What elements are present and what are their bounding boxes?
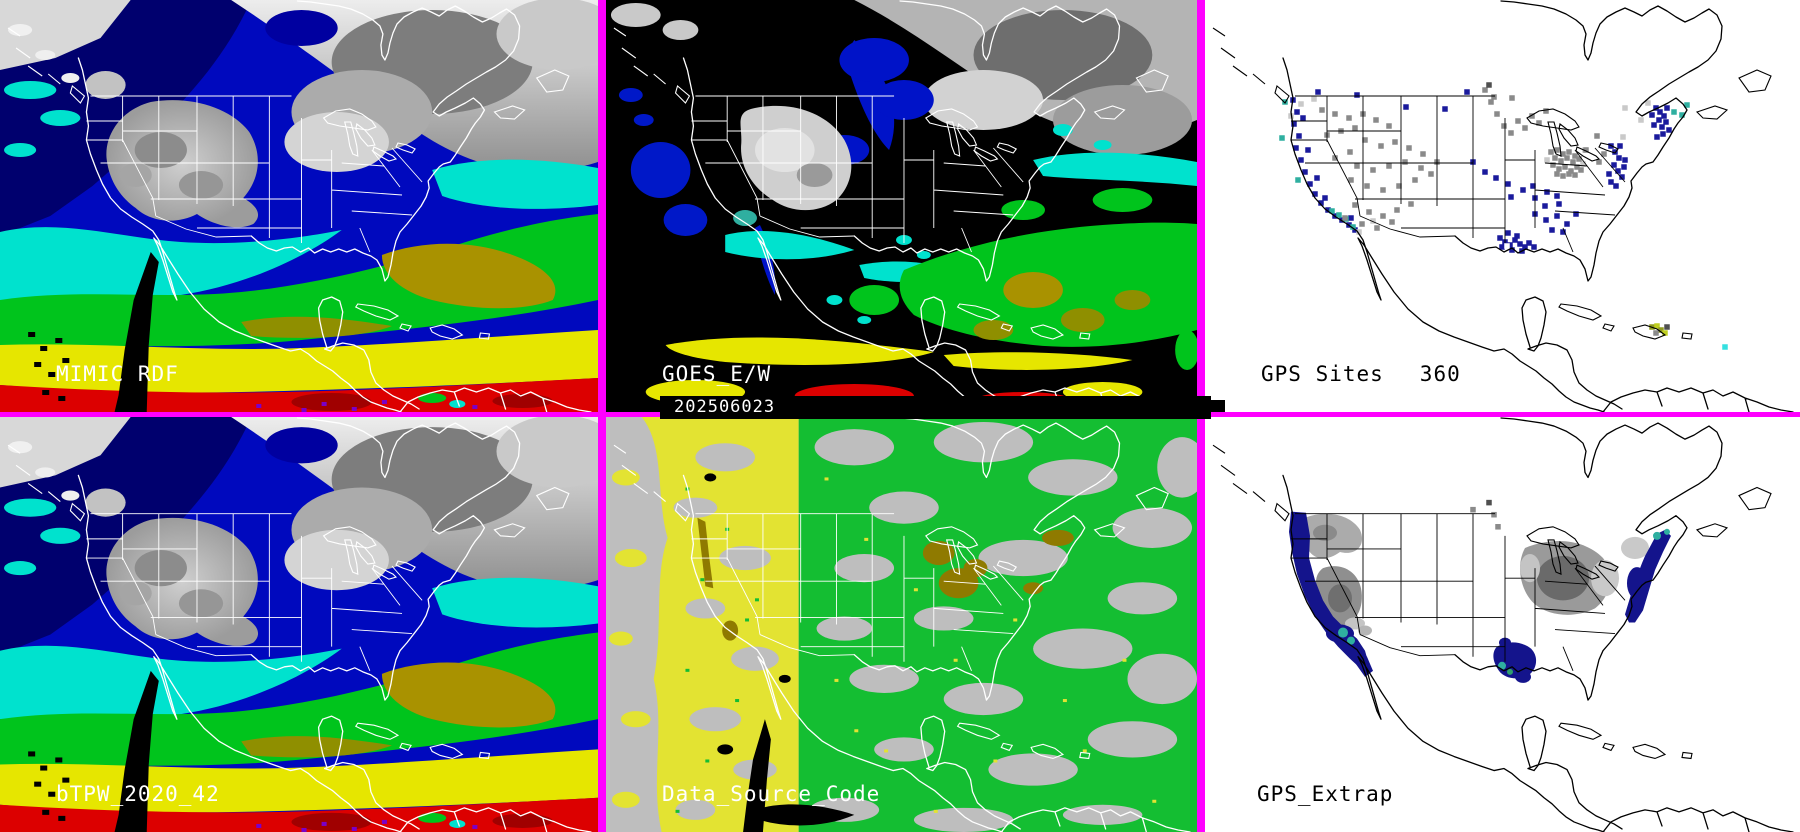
panel-gps-extrap: GPS_Extrap: [1205, 417, 1800, 832]
panel-label-mimic-rdf: MIMIC RDF: [56, 362, 179, 386]
no-data-blob: [754, 804, 855, 826]
cyan-arc-east: [1033, 152, 1197, 186]
us-west-cloud: [106, 100, 259, 228]
lakes: [925, 108, 1018, 162]
panel-label-goes-ew: GOES_E/W: [662, 362, 772, 386]
timestamp: 202506023: [674, 397, 776, 417]
tan-blob: [381, 662, 556, 728]
coastline: [1282, 417, 1794, 832]
state-borders: [691, 513, 1024, 672]
panel-data-source-code: Data_Source_Code: [606, 417, 1197, 832]
gps-sites-label: GPS Sites: [1261, 362, 1384, 386]
yellow-band-2: [943, 352, 1133, 370]
timestamp-strip: 202506023: [660, 396, 1211, 419]
alaska-cloud: [0, 417, 131, 488]
lakes: [1526, 526, 1619, 580]
state-borders: [691, 95, 1024, 253]
islands: [613, 444, 1169, 760]
gps-site-markers: [1279, 82, 1728, 350]
coast-olive-strip: [697, 517, 714, 589]
panel-label-btpw: bTPW_2020_42: [56, 782, 220, 806]
lakes: [322, 108, 416, 162]
cyan-arc-east: [432, 577, 598, 628]
islands: [1212, 27, 1772, 340]
olive-streak: [241, 316, 392, 338]
panel-gps-sites: GPS Sites 360: [1205, 0, 1800, 412]
cyan-arc-east: [432, 159, 598, 209]
panel-label-gps-sites: GPS Sites 360: [1261, 362, 1461, 386]
gps-site-markers: [1470, 499, 1501, 530]
panel-label-data-source-code: Data_Source_Code: [662, 782, 881, 806]
coastline: [77, 417, 592, 832]
panel-btpw: bTPW_2020_42: [0, 417, 598, 832]
islands: [7, 444, 570, 760]
alaska-cloud: [0, 0, 131, 70]
yellow-band: [0, 330, 598, 393]
islands: [1212, 444, 1772, 760]
yellow-band-1: [665, 337, 934, 365]
no-data-wedge: [743, 719, 771, 832]
gulf-navy-blob: [1493, 642, 1537, 679]
state-borders: [1291, 513, 1626, 672]
us-west-cloud: [106, 517, 259, 646]
no-data-wedge: [114, 252, 159, 412]
goes-west-region: [641, 417, 799, 832]
coastline: [77, 0, 592, 412]
gps-extrap-map: [1205, 417, 1800, 832]
northeast-navy-band: [1625, 529, 1671, 623]
red-band: [0, 378, 598, 412]
mimic-rdf-map: [0, 0, 598, 412]
lakes: [322, 526, 416, 580]
coastline: [682, 417, 1191, 832]
red-band: [0, 797, 598, 832]
west-coast-navy-band: [1289, 511, 1369, 669]
state-borders: [1291, 95, 1626, 253]
gps-sites-map: [1205, 0, 1800, 412]
btpw-map: [0, 417, 598, 832]
panel-label-gps-extrap: GPS_Extrap: [1257, 782, 1394, 806]
gps-sites-count: 360: [1419, 362, 1461, 386]
cyan-band-west: [0, 645, 342, 723]
lakes: [925, 526, 1018, 580]
panel-mimic-rdf: MIMIC RDF: [0, 0, 598, 412]
islands: [7, 27, 570, 340]
no-data-wedge: [114, 670, 159, 832]
yellow-band: [0, 749, 598, 813]
olive-streak: [241, 736, 392, 758]
lakes: [1526, 108, 1619, 162]
cyan-band-west: [0, 227, 342, 303]
state-borders: [86, 95, 423, 253]
data-source-code-map: [606, 417, 1197, 832]
state-borders: [86, 513, 423, 672]
panel-goes-ew: GOES_E/W: [606, 0, 1197, 412]
coastline: [1282, 0, 1794, 412]
tan-blob: [381, 243, 556, 309]
goes-ew-map: [606, 0, 1197, 412]
islands: [613, 27, 1169, 340]
